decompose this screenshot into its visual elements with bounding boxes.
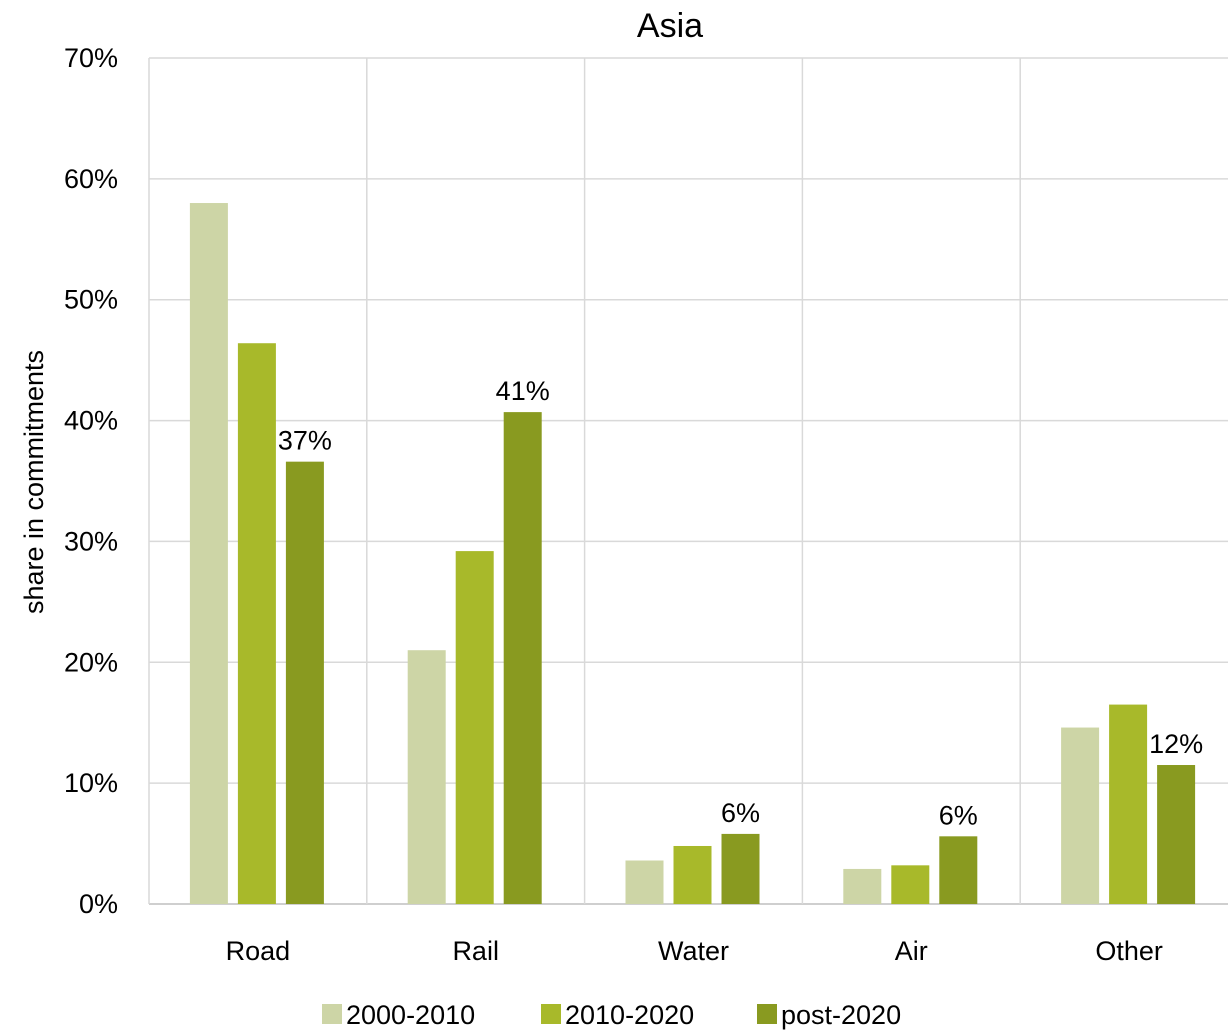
y-tick-label: 60% — [64, 164, 118, 194]
bar-data-label: 37% — [278, 426, 332, 456]
bar-data-label: 41% — [496, 376, 550, 406]
bar — [1061, 727, 1100, 904]
grid-lines — [148, 57, 1228, 905]
bar — [455, 551, 494, 904]
bar — [939, 836, 978, 904]
x-axis-ticks: Road Rail Water Air Other — [226, 936, 1163, 966]
x-tick-label: Other — [1095, 936, 1163, 966]
bar — [625, 860, 664, 904]
legend-swatch — [757, 1004, 777, 1024]
x-tick-label: Road — [226, 936, 291, 966]
bar — [189, 203, 228, 904]
bar — [503, 412, 542, 904]
bar — [285, 461, 324, 904]
data-labels-group: 37% 41% 6% 6% 12% — [278, 376, 1203, 830]
y-tick-label: 70% — [64, 43, 118, 73]
legend-label: post-2020 — [781, 1000, 901, 1030]
bar-data-label: 6% — [721, 798, 760, 828]
bar-data-label: 12% — [1149, 729, 1203, 759]
y-tick-label: 40% — [64, 406, 118, 436]
bar — [1157, 765, 1196, 904]
y-tick-label: 0% — [79, 889, 118, 919]
x-tick-label: Air — [895, 936, 928, 966]
legend-swatch — [541, 1004, 561, 1024]
y-tick-label: 10% — [64, 768, 118, 798]
legend-swatch — [322, 1004, 342, 1024]
y-tick-label: 50% — [64, 285, 118, 315]
x-tick-label: Water — [658, 936, 729, 966]
y-axis-title: share in commitments — [19, 350, 49, 614]
bar — [891, 865, 930, 904]
bar — [237, 343, 276, 904]
bar — [673, 845, 712, 904]
x-tick-label: Rail — [452, 936, 499, 966]
bar — [721, 833, 760, 904]
legend-label: 2000-2010 — [346, 1000, 475, 1030]
chart-title: Asia — [637, 7, 703, 45]
bar-data-label: 6% — [939, 800, 978, 830]
legend: 2000-2010 2010-2020 post-2020 — [322, 1000, 901, 1030]
y-tick-label: 30% — [64, 526, 118, 556]
y-axis-ticks: 0% 10% 20% 30% 40% 50% 60% 70% — [64, 43, 118, 919]
bar — [407, 650, 446, 904]
y-tick-label: 20% — [64, 647, 118, 677]
bar — [1109, 704, 1148, 904]
bar — [843, 868, 882, 904]
bars-group — [189, 203, 1196, 904]
legend-label: 2010-2020 — [565, 1000, 694, 1030]
